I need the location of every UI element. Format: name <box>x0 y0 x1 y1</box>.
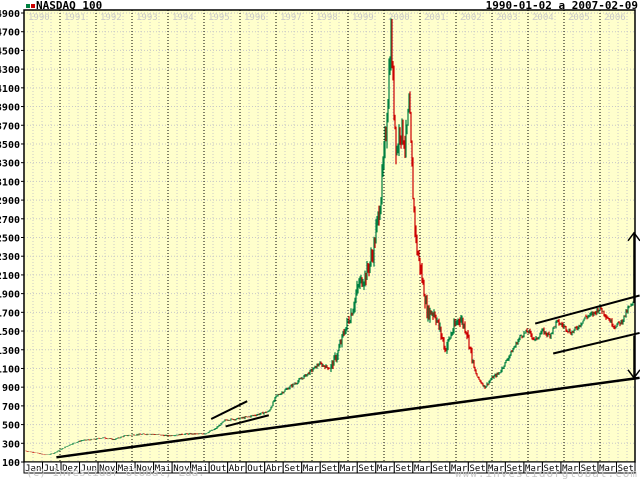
y-tick-label: 4900 <box>0 9 20 20</box>
x-tick-label: Out <box>247 464 263 474</box>
channel-line <box>552 331 640 355</box>
channel-line <box>210 400 248 420</box>
chart-title: NASDAQ 100 <box>26 0 102 12</box>
y-tick-label: 3700 <box>0 121 20 132</box>
x-tick-label: Mai <box>192 464 208 474</box>
y-tick-label: 2100 <box>0 271 20 282</box>
year-label: 1995 <box>208 13 230 23</box>
y-tick-label: 3500 <box>0 140 20 151</box>
x-tick-label: Nov <box>99 464 115 474</box>
y-tick-label: 1300 <box>0 346 20 357</box>
x-tick-label: Set <box>395 464 411 474</box>
y-tick-label: 700 <box>2 402 20 413</box>
x-tick-label: Mar <box>488 464 505 474</box>
x-tick-label: Set <box>284 464 300 474</box>
x-axis: Jan Jul Dez Jun Nov Mai Nov Mai Nov Mai Out Abr Out A… <box>23 461 636 474</box>
chart-title-text: NASDAQ 100 <box>36 0 103 12</box>
y-tick-label: 500 <box>2 421 20 432</box>
x-tick-label: Set <box>469 464 485 474</box>
year-label: 2001 <box>424 13 446 23</box>
x-tick-label: Nov <box>136 464 152 474</box>
y-tick-label: 4500 <box>0 46 20 57</box>
y-tick-label: 2700 <box>0 215 20 226</box>
y-tick-label: 3300 <box>0 159 20 170</box>
x-tick-label: Mar <box>414 464 431 474</box>
y-tick-label: 2300 <box>0 252 20 263</box>
year-label: 1996 <box>244 13 266 23</box>
y-axis: 100 300 500 700 900 1100 1300 1500 1700 1900 2100 2… <box>0 9 24 469</box>
x-tick-label: Dez <box>62 464 78 474</box>
year-label: 1994 <box>172 13 194 23</box>
year-label: 2000 <box>388 13 410 23</box>
arrow-head-icon <box>627 369 640 380</box>
y-tick-label: 4700 <box>0 28 20 39</box>
x-tick-label: Set <box>321 464 337 474</box>
y-tick-label: 1900 <box>0 290 20 301</box>
x-tick-label: Nov <box>173 464 189 474</box>
y-tick-label: 3100 <box>0 177 20 188</box>
y-tick-label: 4300 <box>0 65 20 76</box>
year-label: 2006 <box>604 13 626 23</box>
copyright-text: (C) Investidor Global, Lda. <box>26 466 205 479</box>
y-tick-label: 1100 <box>0 364 20 375</box>
y-tick-label: 900 <box>2 383 20 394</box>
y-tick-label: 4100 <box>0 84 20 95</box>
x-tick-label: Jun <box>81 464 97 474</box>
x-tick-label: Mar <box>451 464 468 474</box>
y-tick-label: 3900 <box>0 103 20 114</box>
y-tick-label: 1500 <box>0 327 20 338</box>
year-dividers <box>59 10 601 462</box>
year-label: 2002 <box>460 13 482 23</box>
price-bars <box>25 18 634 456</box>
arrow-head-icon <box>627 231 640 242</box>
x-tick-label: Mar <box>340 464 357 474</box>
x-tick-label: Set <box>507 464 523 474</box>
website-link[interactable]: www.investidorglobal.com <box>455 467 638 480</box>
year-label: 2005 <box>568 13 590 23</box>
year-label: 2004 <box>532 13 554 23</box>
y-tick-label: 300 <box>2 439 20 450</box>
x-tick-label: Jul <box>44 464 60 474</box>
y-tick-label: 1700 <box>0 308 20 319</box>
x-tick-label: Mar <box>303 464 320 474</box>
y-tick-label: 2500 <box>0 234 20 245</box>
channel-line <box>225 414 270 428</box>
legend-up-icon <box>26 4 30 8</box>
year-label: 1999 <box>352 13 374 23</box>
year-label: 1993 <box>136 13 158 23</box>
year-labels: 1990 1991 1992 1993 1994 1995 1996 1997 1998 1999… <box>28 13 626 23</box>
trendline-annotations <box>56 231 640 459</box>
x-tick-box <box>615 461 636 474</box>
year-label: 1990 <box>28 13 50 23</box>
x-tick-label: Mai <box>155 464 171 474</box>
x-tick-label: Abr <box>266 464 283 474</box>
x-tick-label: Mar <box>599 464 616 474</box>
x-tick-label: Set <box>544 464 560 474</box>
year-label: 2003 <box>496 13 518 23</box>
x-tick-label: Jan <box>25 464 41 474</box>
year-label: 1991 <box>64 13 86 23</box>
year-label: 1997 <box>280 13 302 23</box>
y-tick-label: 2900 <box>0 196 20 207</box>
legend-down-icon <box>31 4 35 8</box>
x-tick-label: Out <box>210 464 226 474</box>
x-tick-label: Set <box>432 464 448 474</box>
support-trendline <box>56 376 640 459</box>
x-tick-label: Abr <box>229 464 246 474</box>
x-tick-label: Set <box>581 464 597 474</box>
x-tick-label: Mai <box>118 464 134 474</box>
x-tick-label: Mar <box>525 464 542 474</box>
x-tick-label: Set <box>358 464 374 474</box>
x-tick-label: Mar <box>562 464 579 474</box>
year-label: 1992 <box>100 13 122 23</box>
year-label: 1998 <box>316 13 338 23</box>
x-tick-label: Mar <box>377 464 394 474</box>
y-tick-label: 100 <box>2 458 20 469</box>
channel-line <box>534 294 640 325</box>
date-range: 1990-01-02 a 2007-02-09 <box>485 0 638 12</box>
x-tick-label: Set <box>618 464 634 474</box>
